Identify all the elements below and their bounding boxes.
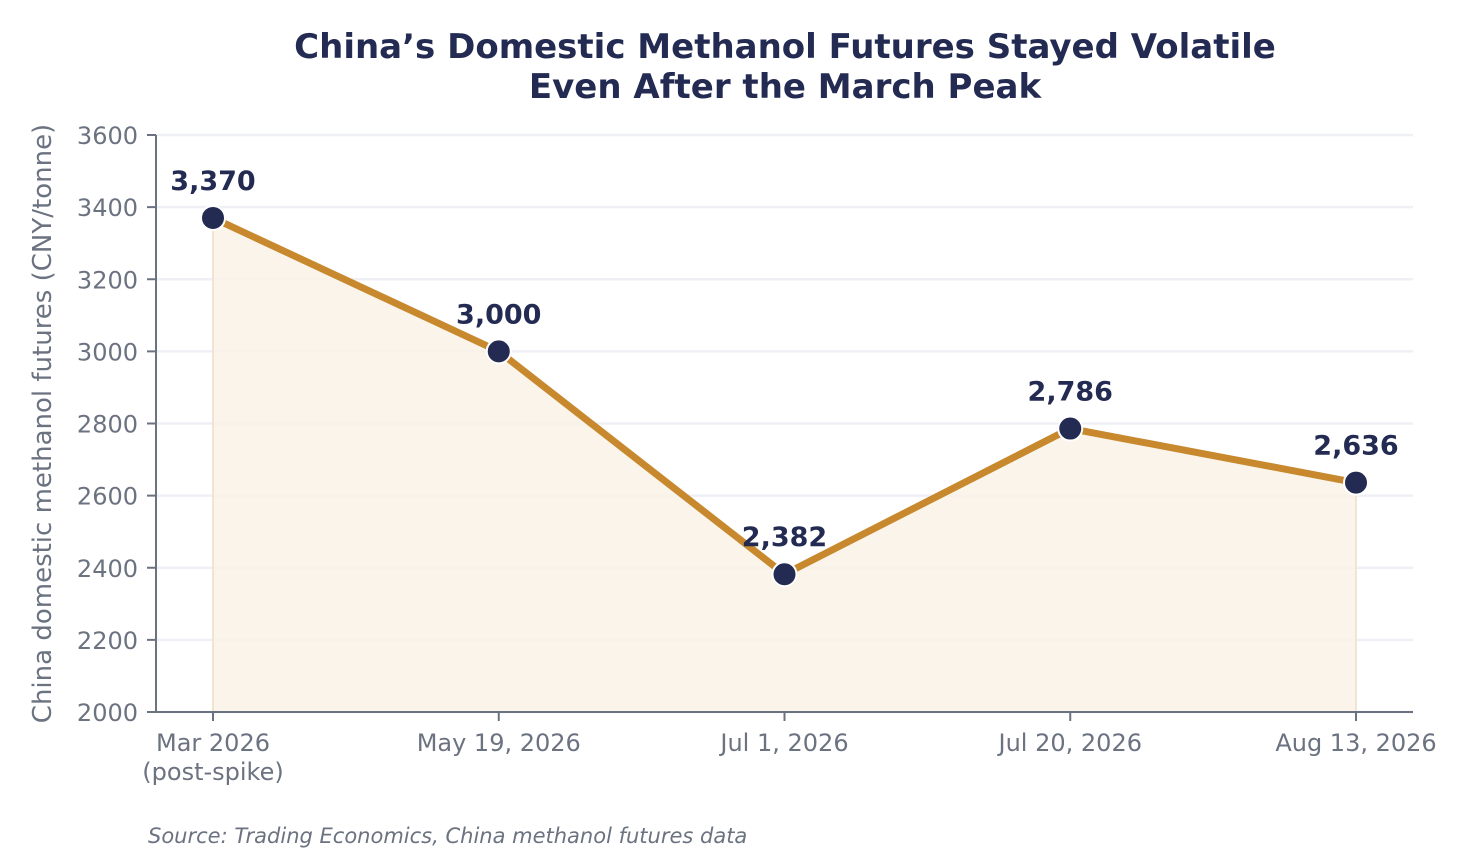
x-tick-label: Jul 1, 2026 xyxy=(718,729,848,757)
data-point-2 xyxy=(771,561,798,588)
source-note: Source: Trading Economics, China methano… xyxy=(148,824,747,848)
y-tick-label: 2400 xyxy=(77,555,138,583)
area-fill xyxy=(212,217,1357,712)
y-tick-label: 2200 xyxy=(77,627,138,655)
data-label-0: 3,370 xyxy=(170,166,255,197)
y-tick-label: 3400 xyxy=(77,194,138,222)
data-point-3 xyxy=(1057,415,1084,442)
y-tick-label: 2800 xyxy=(77,411,138,439)
data-label-4: 2,636 xyxy=(1313,431,1398,462)
data-point-0 xyxy=(200,204,226,231)
y-tick-label: 3600 xyxy=(77,122,138,150)
x-tick-label: Mar 2026 xyxy=(156,729,270,757)
y-tick-label: 3000 xyxy=(77,338,138,366)
data-points xyxy=(200,204,1369,588)
y-axis-ticks: 2000 2200 2400 2600 2800 3000 3200 3400 3600 xyxy=(77,122,156,727)
y-tick-label: 2600 xyxy=(77,483,138,511)
data-label-3: 2,786 xyxy=(1028,377,1113,408)
y-axis-label: China domestic methanol futures (CNY/ton… xyxy=(28,124,58,723)
x-axis-ticks: Mar 2026(post-spike) May 19, 2026 Jul 1, 2… xyxy=(142,712,1437,786)
data-label-1: 3,000 xyxy=(456,299,541,330)
y-tick-label: 3200 xyxy=(77,266,138,294)
y-axis-label-group: China domestic methanol futures (CNY/ton… xyxy=(28,124,58,723)
title-line-1: China’s Domestic Methanol Futures Stayed… xyxy=(294,27,1276,67)
title-line-2: Even After the March Peak xyxy=(529,67,1043,107)
x-tick-label: (post-spike) xyxy=(142,758,283,786)
x-tick-label: Jul 20, 2026 xyxy=(997,729,1142,757)
x-tick-label: Aug 13, 2026 xyxy=(1275,729,1436,757)
y-tick-label: 2000 xyxy=(77,699,138,727)
data-label-2: 2,382 xyxy=(742,522,827,553)
data-point-1 xyxy=(485,338,512,365)
data-point-4 xyxy=(1343,469,1369,496)
x-tick-label: May 19, 2026 xyxy=(417,729,581,757)
data-labels: 3,370 3,000 2,382 2,786 2,636 xyxy=(170,166,1398,553)
chart-title: China’s Domestic Methanol Futures Stayed… xyxy=(294,27,1276,107)
area-under-line xyxy=(213,217,1356,712)
